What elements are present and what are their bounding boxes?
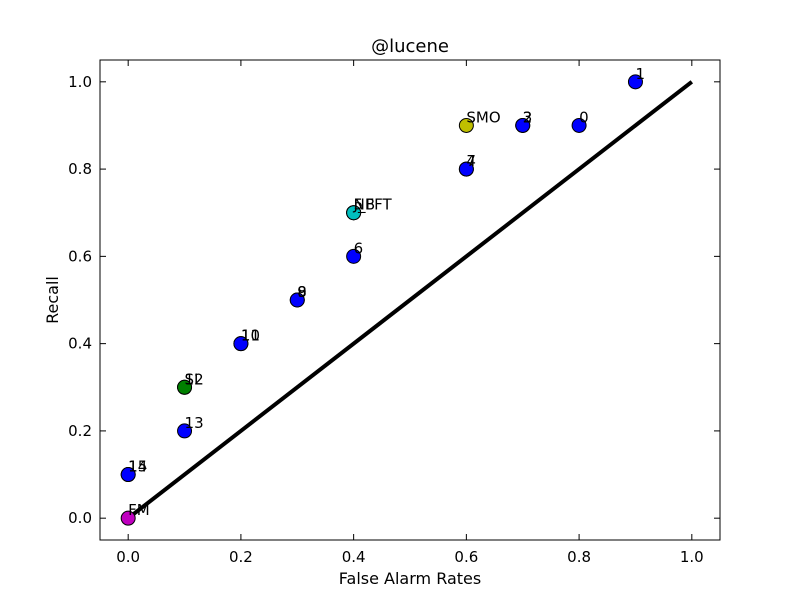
y-tick-label: 0.8: [68, 160, 92, 178]
data-point-label: 4: [466, 152, 476, 170]
data-point-label: 10: [241, 327, 260, 345]
y-tick-label: 0.4: [68, 335, 92, 353]
data-point-label: 11: [241, 327, 260, 345]
data-point-label: 14: [128, 458, 147, 476]
data-point-label: 2: [523, 108, 533, 126]
x-tick-label: 0.4: [342, 548, 366, 566]
chart-title: @lucene: [371, 36, 449, 57]
y-tick-label: 0.0: [68, 509, 92, 527]
ticks-layer: 0.0 0.2 0.4 0.6 0.8 1.0 0.0 0.2 0.4 0.6 0.8 1.0: [68, 60, 720, 566]
x-tick-label: 0.2: [229, 548, 253, 566]
y-axis-title: Recall: [43, 276, 62, 324]
x-tick-label: 0.0: [116, 548, 140, 566]
x-axis-title: False Alarm Rates: [339, 569, 481, 588]
data-point-label: SL: [185, 370, 204, 388]
data-point: [233, 336, 249, 352]
points-layer: [120, 74, 643, 526]
data-point: [120, 467, 136, 483]
data-point-label: 5: [354, 196, 364, 214]
data-point: [177, 379, 193, 395]
x-tick-label: 0.6: [454, 548, 478, 566]
x-tick-label: 0.8: [567, 548, 591, 566]
data-point: [346, 248, 362, 264]
data-point-label: 15: [128, 458, 147, 476]
data-point: [346, 205, 362, 221]
data-point-label: J_FFT: [353, 196, 393, 215]
reference-line-layer: [126, 80, 694, 520]
y-tick-label: 1.0: [68, 73, 92, 91]
data-point-label: 12: [185, 370, 204, 388]
data-point-label: 7: [466, 152, 476, 170]
data-point: [515, 117, 531, 133]
data-point-label: SMO: [466, 108, 500, 126]
diagonal-reference-line: [126, 80, 694, 520]
data-point-label: 0: [579, 108, 589, 126]
data-point: [571, 117, 587, 133]
y-tick-label: 0.2: [68, 422, 92, 440]
data-point-label: 8: [297, 283, 307, 301]
data-point: [177, 423, 193, 439]
data-point-label: 9: [297, 283, 307, 301]
data-point: [458, 117, 474, 133]
data-point: [289, 292, 305, 308]
y-tick-label: 0.6: [68, 247, 92, 265]
data-point-label: 1: [635, 65, 645, 83]
data-point: [627, 74, 643, 90]
data-point-label: NB: [354, 196, 376, 214]
data-point: [458, 161, 474, 177]
x-tick-label: 1.0: [680, 548, 704, 566]
data-point: [120, 510, 136, 526]
data-point-label: FM: [128, 501, 150, 519]
data-point-label: 3: [523, 108, 533, 126]
data-point-label: 13: [185, 414, 204, 432]
data-point-label: 6: [354, 239, 364, 257]
